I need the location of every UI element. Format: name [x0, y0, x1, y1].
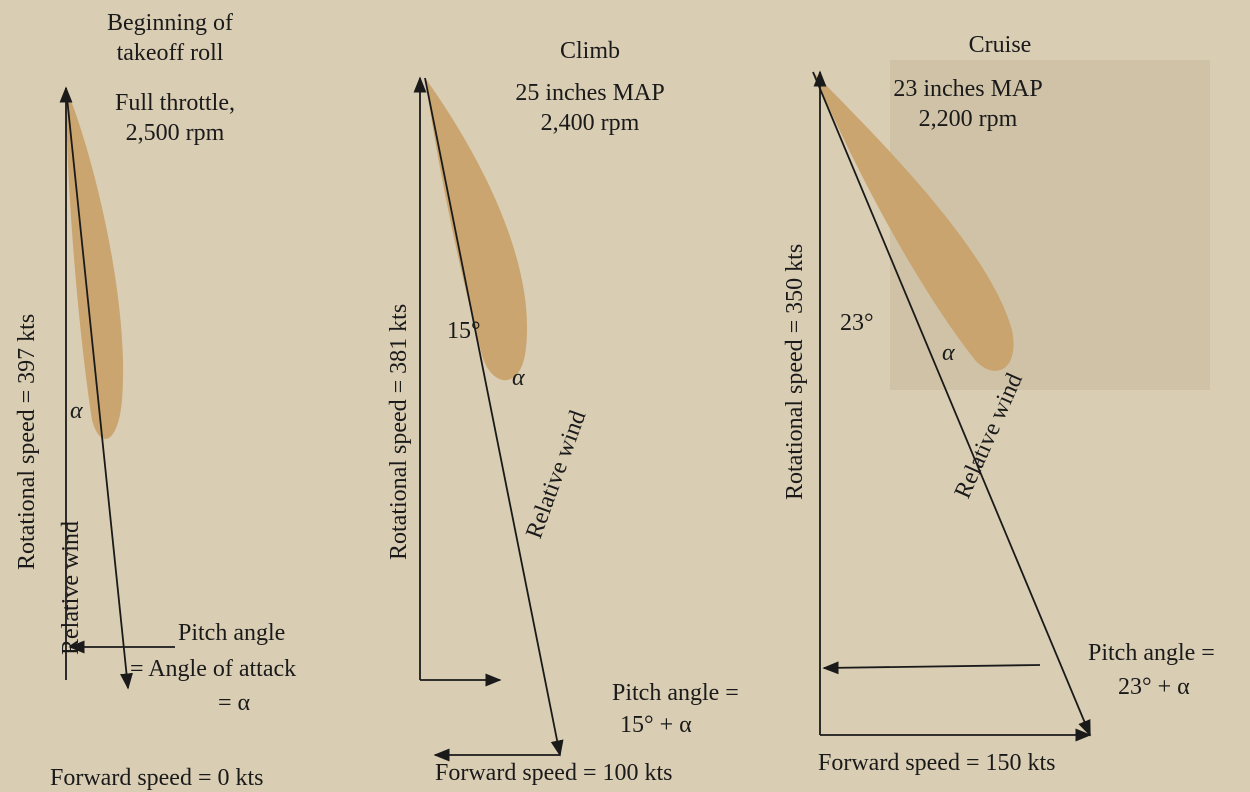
blade: [425, 78, 528, 381]
rotational-speed: Rotational speed = 397 kts: [14, 314, 40, 570]
pitch-arrow: [822, 661, 1041, 675]
relative-wind-vector: [424, 77, 564, 757]
pitch-angle: Pitch angle: [178, 620, 285, 646]
alpha: α: [942, 340, 955, 366]
alpha: α: [70, 398, 83, 424]
pitch-angle: Pitch angle =: [1088, 640, 1215, 666]
angle: 15°: [447, 318, 481, 344]
setting: 2,400 rpm: [541, 110, 640, 136]
blade: [66, 88, 124, 439]
title: Cruise: [969, 32, 1032, 58]
title: Beginning of: [107, 10, 233, 36]
setting: 2,200 rpm: [919, 106, 1018, 132]
pitch-angle: 23° + α: [1118, 674, 1190, 700]
setting: 23 inches MAP: [893, 76, 1042, 102]
forward-speed: Forward speed = 100 kts: [435, 760, 673, 786]
angle: 23°: [840, 310, 874, 336]
relative-wind-vector: [65, 87, 133, 690]
forward-speed: Forward speed = 0 kts: [50, 765, 264, 791]
pitch-angle: 15° + α: [620, 712, 692, 738]
forward-speed: Forward speed = 150 kts: [818, 750, 1056, 776]
setting: Full throttle,: [115, 90, 235, 116]
pitch-angle: Pitch angle =: [612, 680, 739, 706]
setting: 2,500 rpm: [126, 120, 225, 146]
panel-takeoff: Beginning of takeoff roll Full throttle,…: [14, 10, 296, 791]
alpha: α: [512, 365, 525, 391]
title: takeoff roll: [117, 40, 224, 66]
rotational-speed: Rotational speed = 350 kts: [782, 244, 808, 500]
blade: [813, 72, 1014, 371]
pitch-angle: = α: [218, 690, 251, 716]
relative-wind: Relative wind: [58, 521, 84, 655]
setting: 25 inches MAP: [515, 80, 664, 106]
pitch-angle: = Angle of attack: [130, 656, 296, 682]
relative-wind-vector: [812, 71, 1091, 737]
rotational-speed: Rotational speed = 381 kts: [386, 304, 412, 560]
title: Climb: [560, 38, 620, 64]
